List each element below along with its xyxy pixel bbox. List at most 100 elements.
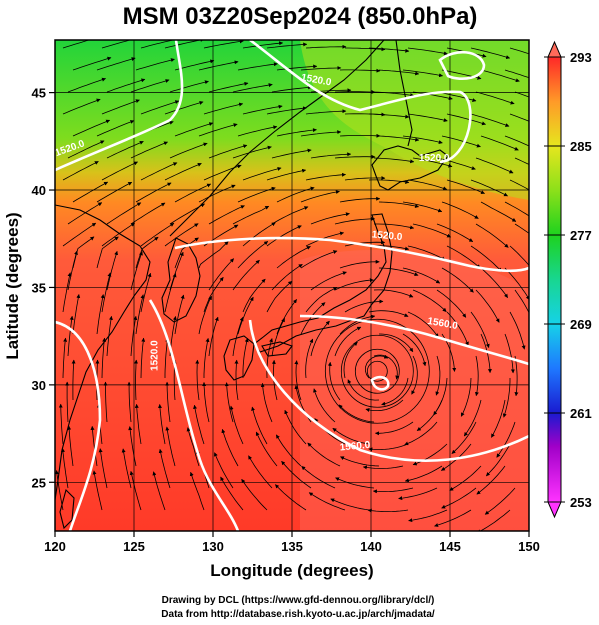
streamline-arrow (436, 289, 467, 318)
plot-area: 1520.01520.01520.01520.01560.01560.01520… (55, 40, 529, 531)
streamline-arrow (266, 225, 302, 247)
streamline-arrow (327, 361, 341, 401)
cyclone-ring (324, 318, 430, 424)
streamline-arrow (436, 157, 476, 170)
streamline-arrow (237, 241, 269, 269)
streamline-arrow (271, 263, 303, 291)
streamline-arrow (294, 360, 302, 401)
coast-shikoku (261, 341, 293, 357)
streamline-arrow (449, 465, 482, 491)
streamline-arrow (504, 267, 529, 300)
streamline-arrow (58, 403, 64, 445)
streamline-arrow (514, 91, 529, 98)
streamline-arrow (343, 341, 358, 379)
streamline-arrow (266, 106, 307, 115)
streamline-arrow (266, 338, 273, 379)
streamline-arrow (232, 259, 260, 291)
y-axis-ticks: 25 30 35 40 45 (32, 86, 55, 490)
streamline-arrow (308, 492, 346, 511)
streamline-arrow (300, 250, 338, 269)
streamline-arrow (300, 190, 340, 203)
x-axis-label: Longitude (degrees) (210, 561, 373, 580)
streamline-arrow (103, 381, 108, 423)
coast-sakhalin (395, 40, 413, 147)
streamline-arrow (266, 168, 307, 181)
streamline-arrow (198, 295, 213, 335)
streamline-arrow (62, 272, 72, 313)
streamline-arrow (480, 201, 517, 222)
streamline-arrow (101, 272, 112, 313)
streamline-arrow (310, 152, 352, 159)
streamline-arrow (451, 421, 477, 454)
streamline-arrow (237, 296, 254, 335)
credit-drawing: Drawing by DCL (https://www.gfd-dennou.o… (162, 595, 435, 606)
streamline-arrow (208, 316, 219, 357)
streamline-arrow (344, 299, 384, 313)
streamline-arrow (62, 40, 91, 49)
contour-1520-northeast (249, 40, 472, 164)
streamline-arrow (365, 399, 404, 412)
streamline-arrow (491, 399, 506, 438)
streamline-arrow (106, 250, 119, 291)
streamline-arrow (470, 245, 502, 272)
streamline-arrow (62, 222, 97, 247)
streamline-arrow (411, 355, 418, 395)
streamline-arrow (224, 382, 234, 423)
streamline-arrow (509, 179, 529, 191)
coast-mainland (55, 204, 151, 501)
streamline-arrow (242, 278, 266, 313)
streamline-arrow (480, 69, 520, 83)
streamline-arrow (232, 205, 270, 225)
y-axis-label: Latitude (degrees) (3, 212, 22, 359)
streamline-arrow (446, 245, 481, 269)
streamline-arrow (310, 271, 347, 291)
streamline-arrow (130, 251, 143, 291)
colorbar-gradient (547, 56, 562, 503)
x-tick-label: 150 (518, 539, 540, 554)
streamline-arrow (335, 477, 375, 489)
streamline-arrow (305, 44, 347, 49)
streamline-arrow (375, 421, 414, 436)
streamline-arrow (313, 388, 336, 423)
streamline-arrow (404, 465, 443, 483)
lat-lon-grid (55, 40, 529, 531)
streamline-arrow (416, 399, 443, 431)
streamline-arrow (242, 222, 276, 247)
streamline-arrow (62, 161, 99, 181)
streamline-arrow (344, 176, 386, 181)
streamline-arrow (67, 250, 78, 291)
contour-label: 1520.0 (150, 340, 161, 371)
streamline-arrow (198, 60, 239, 71)
streamline-arrow (135, 58, 175, 71)
coast-primorye (169, 40, 385, 237)
x-tick-label: 125 (123, 539, 145, 554)
cool-region-shading (300, 40, 529, 200)
streamline-arrow (158, 448, 171, 489)
colorbar-ticks: 253 261 269 277 285 293 (544, 50, 592, 510)
streamline-arrow (509, 245, 529, 266)
streamline-arrow (402, 333, 427, 367)
streamline-arrow (96, 57, 136, 71)
y-tick-label: 25 (32, 475, 46, 490)
streamline-arrow (130, 202, 166, 225)
streamline-arrow (514, 157, 529, 165)
streamline-arrow (164, 337, 170, 378)
streamline-arrow (334, 154, 376, 159)
streamline-arrow (408, 509, 448, 523)
streamline-arrow (378, 333, 414, 353)
colorbar-min-triangle (547, 501, 562, 519)
streamline-arrow (237, 125, 278, 137)
streamline-arrow (140, 337, 146, 379)
streamline-arrow (67, 425, 74, 467)
streamline-arrow (475, 157, 514, 174)
streamline-arrow (106, 202, 142, 225)
x-axis-ticks: 120 125 130 135 140 145 150 (44, 531, 540, 554)
streamline-arrow (281, 460, 312, 489)
streamline-arrow (470, 47, 511, 60)
streamline-arrow (140, 40, 181, 49)
map-title: MSM 03Z20Sep2024 (850.0hPa) (123, 3, 478, 30)
coast-korea (161, 237, 201, 323)
streamline-arrow (378, 69, 420, 76)
streamline-arrow (208, 144, 248, 159)
streamline-arrow (165, 426, 176, 467)
